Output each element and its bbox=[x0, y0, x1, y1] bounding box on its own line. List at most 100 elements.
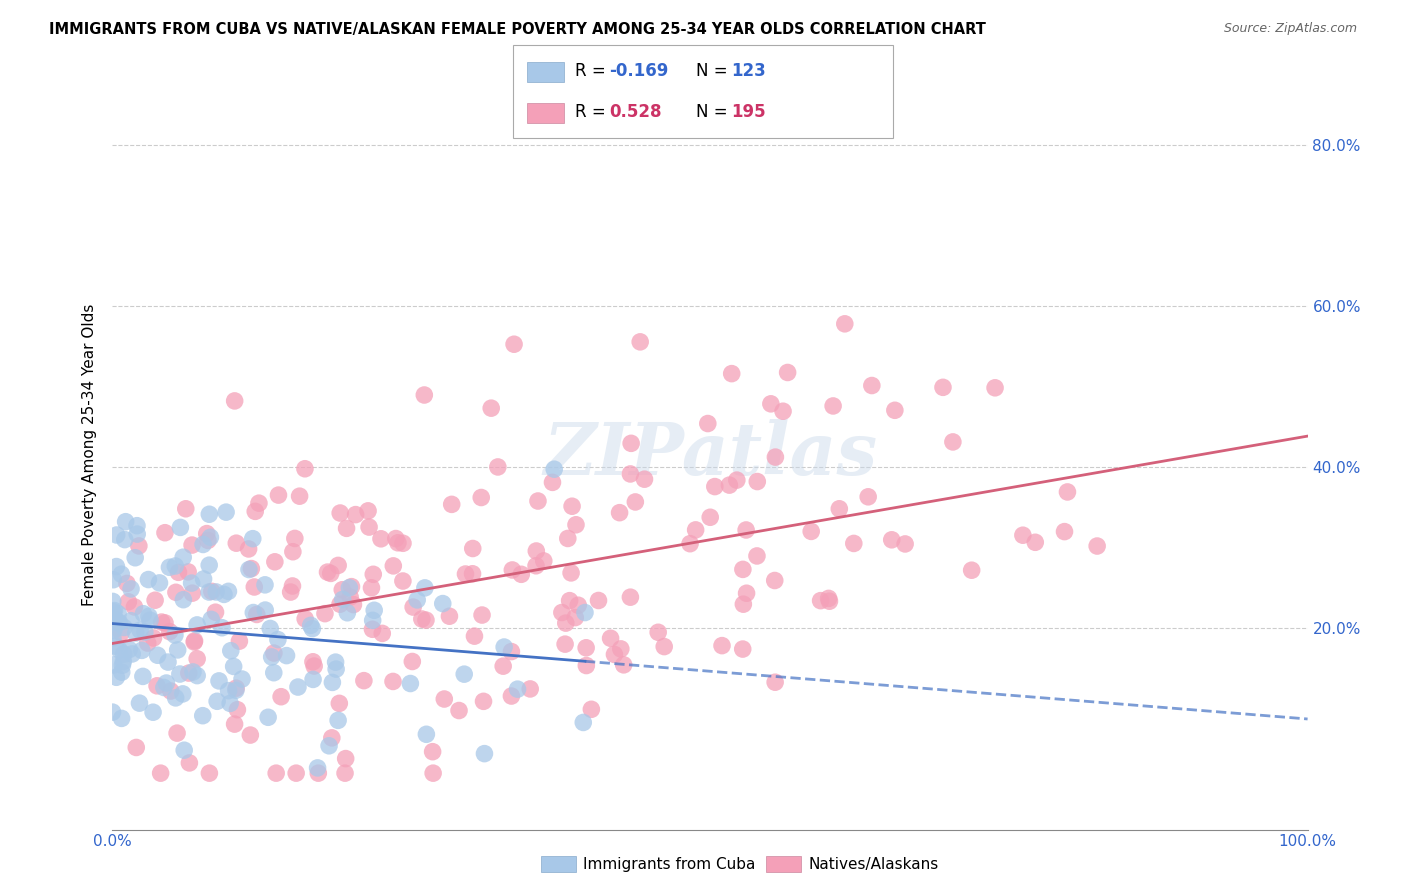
Point bbox=[114, 533, 136, 547]
Point bbox=[201, 584, 224, 599]
Point bbox=[828, 501, 851, 516]
Point bbox=[1024, 535, 1046, 549]
Point bbox=[329, 597, 352, 611]
Point bbox=[361, 567, 384, 582]
Point bbox=[942, 434, 965, 449]
Point bbox=[745, 549, 768, 563]
Point bbox=[167, 566, 190, 580]
Text: 195: 195 bbox=[731, 103, 766, 121]
Point bbox=[492, 659, 515, 673]
Point bbox=[177, 565, 200, 579]
Point bbox=[325, 662, 347, 676]
Point bbox=[117, 595, 139, 609]
Point bbox=[454, 567, 477, 582]
Point bbox=[225, 683, 247, 698]
Point bbox=[494, 640, 516, 654]
Point bbox=[370, 532, 392, 546]
Point bbox=[224, 393, 246, 408]
Point bbox=[124, 550, 146, 565]
Point bbox=[159, 684, 181, 698]
Point bbox=[191, 708, 214, 723]
Point bbox=[557, 532, 579, 546]
Point bbox=[276, 648, 298, 663]
Point bbox=[447, 704, 470, 718]
Point bbox=[138, 609, 160, 624]
Point bbox=[1053, 524, 1076, 539]
Point bbox=[588, 593, 610, 607]
Point bbox=[486, 459, 509, 474]
Point bbox=[422, 745, 444, 759]
Point bbox=[142, 705, 165, 719]
Point bbox=[357, 504, 380, 518]
Point bbox=[263, 665, 285, 680]
Point bbox=[134, 625, 156, 640]
Point bbox=[575, 640, 598, 655]
Point bbox=[112, 655, 135, 669]
Point bbox=[247, 496, 270, 510]
Point bbox=[679, 537, 702, 551]
Point bbox=[183, 635, 205, 649]
Point bbox=[763, 574, 786, 588]
Point bbox=[344, 508, 367, 522]
Point bbox=[439, 609, 461, 624]
Point bbox=[382, 558, 405, 573]
Point bbox=[619, 590, 641, 604]
Point bbox=[148, 575, 170, 590]
Point bbox=[101, 705, 124, 719]
Point bbox=[238, 563, 260, 577]
Text: R =: R = bbox=[575, 103, 612, 121]
Point bbox=[772, 404, 794, 418]
Point bbox=[471, 608, 494, 623]
Point bbox=[294, 612, 316, 626]
Point bbox=[554, 616, 576, 631]
Point bbox=[363, 603, 385, 617]
Point bbox=[253, 578, 276, 592]
Point bbox=[156, 655, 179, 669]
Point bbox=[575, 658, 598, 673]
Point bbox=[817, 591, 839, 606]
Point bbox=[321, 731, 343, 745]
Point bbox=[239, 728, 262, 742]
Point bbox=[735, 586, 758, 600]
Point bbox=[127, 527, 149, 541]
Point bbox=[474, 747, 496, 761]
Point bbox=[225, 681, 247, 695]
Point bbox=[165, 585, 187, 599]
Point bbox=[413, 388, 436, 402]
Point bbox=[510, 567, 533, 582]
Point bbox=[107, 607, 129, 621]
Point bbox=[285, 766, 308, 780]
Point bbox=[842, 536, 865, 550]
Point bbox=[263, 646, 285, 660]
Point bbox=[288, 489, 311, 503]
Point bbox=[287, 680, 309, 694]
Point bbox=[204, 605, 226, 619]
Point bbox=[172, 687, 194, 701]
Point bbox=[260, 649, 283, 664]
Point bbox=[153, 525, 176, 540]
Point bbox=[173, 743, 195, 757]
Point bbox=[103, 623, 125, 637]
Point bbox=[524, 558, 547, 573]
Point bbox=[337, 581, 360, 595]
Point bbox=[725, 473, 748, 487]
Point bbox=[165, 690, 187, 705]
Point bbox=[385, 532, 408, 546]
Point bbox=[267, 488, 290, 502]
Point bbox=[501, 689, 523, 703]
Point bbox=[211, 621, 233, 635]
Point bbox=[120, 614, 142, 628]
Point bbox=[932, 380, 955, 394]
Point bbox=[238, 541, 260, 556]
Point bbox=[519, 681, 541, 696]
Point bbox=[834, 317, 856, 331]
Point bbox=[699, 510, 721, 524]
Point bbox=[172, 592, 194, 607]
Point bbox=[301, 622, 323, 636]
Point bbox=[125, 740, 148, 755]
Point bbox=[696, 417, 718, 431]
Point bbox=[960, 563, 983, 577]
Point bbox=[139, 613, 162, 627]
Point bbox=[401, 655, 423, 669]
Point bbox=[186, 618, 208, 632]
